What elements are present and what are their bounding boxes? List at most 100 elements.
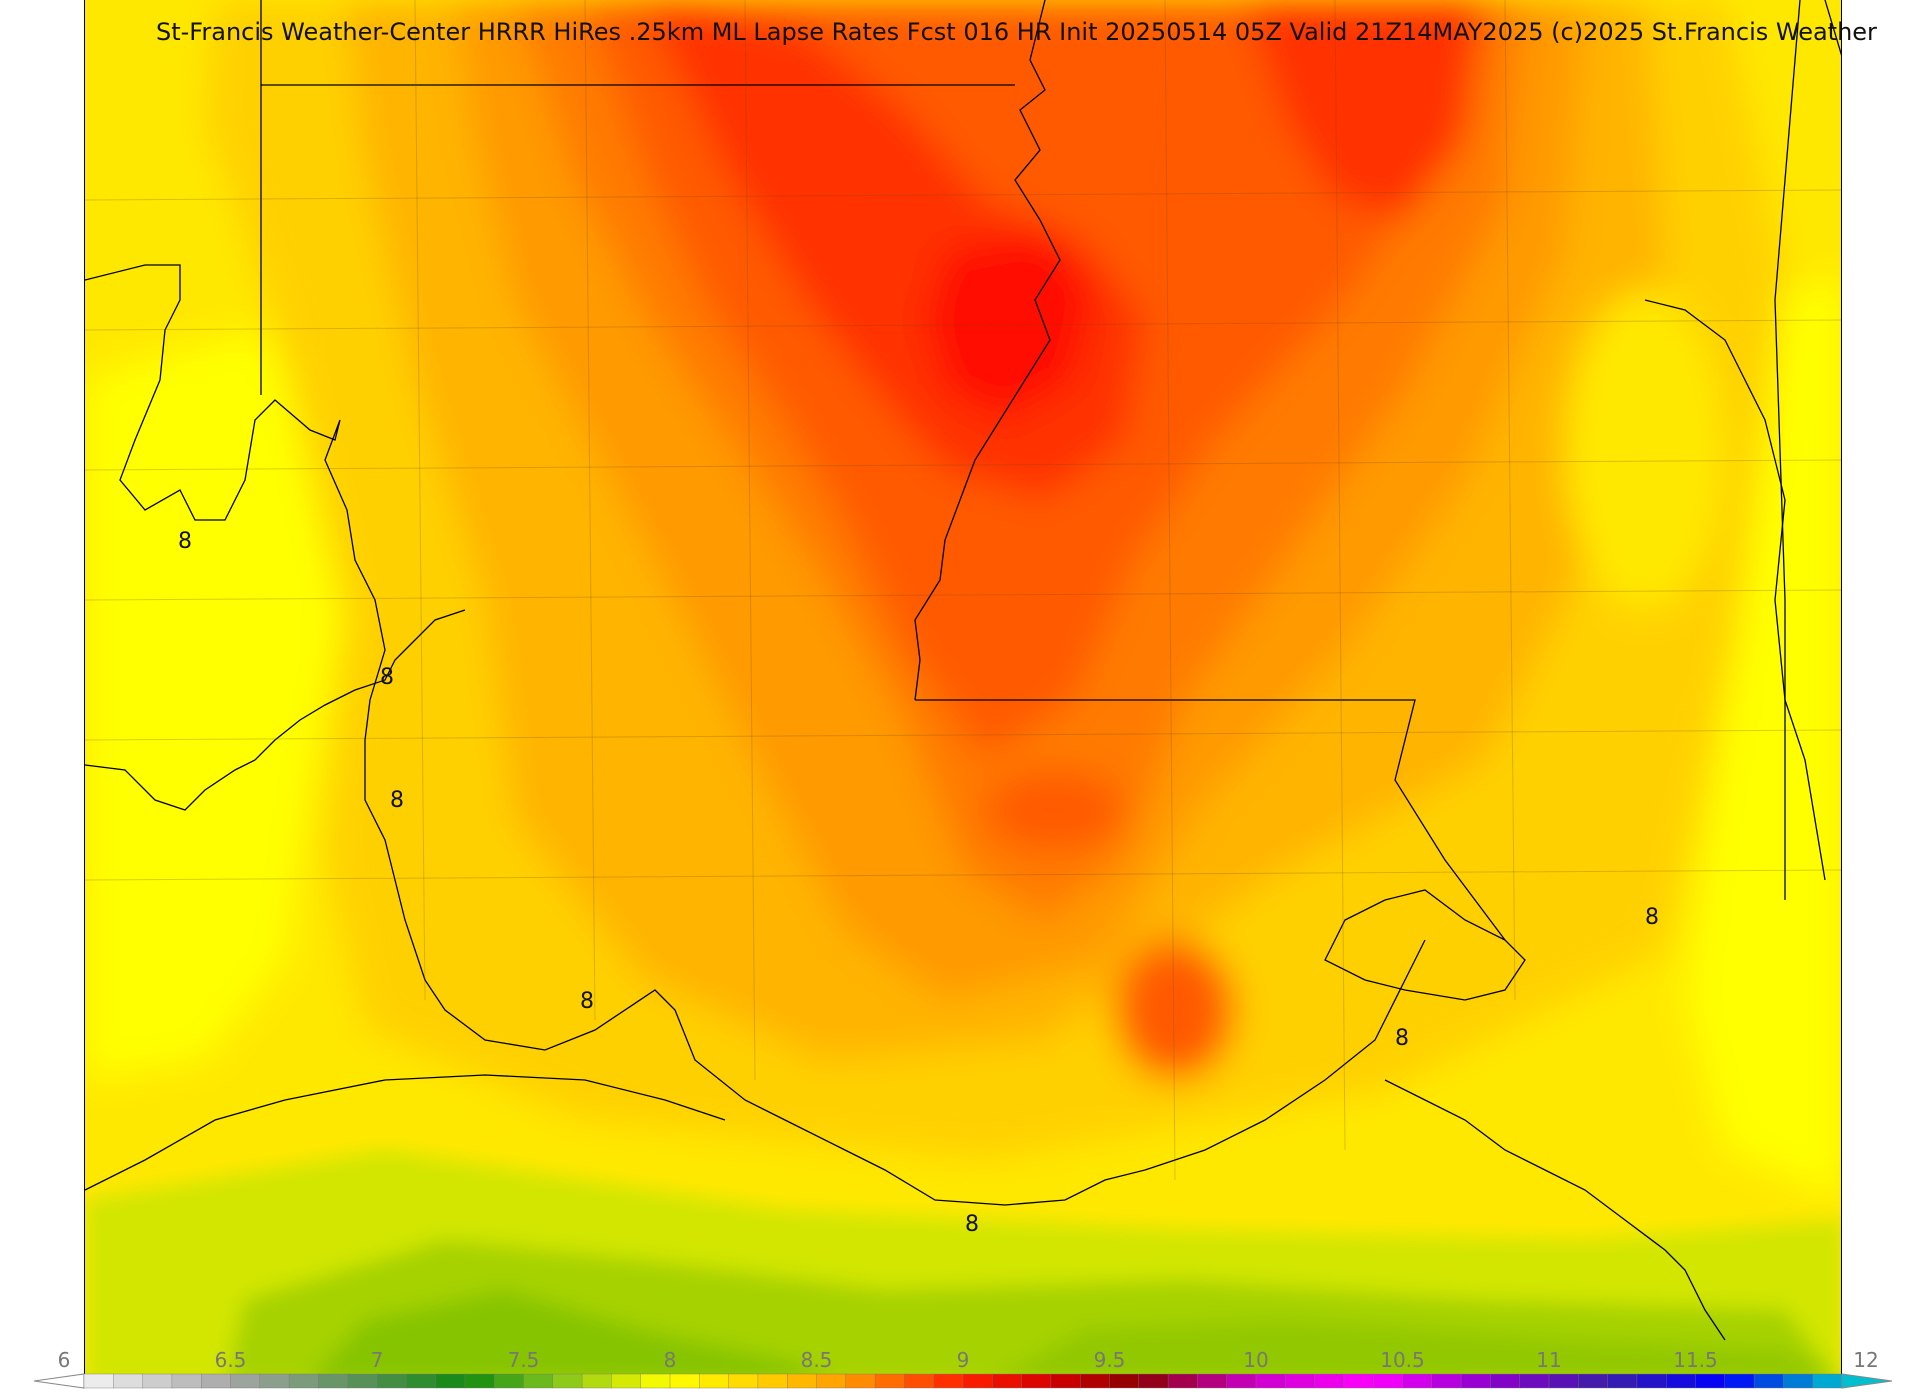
- field-blob-central: [985, 770, 1125, 850]
- gulf-field: [85, 1150, 1841, 1386]
- east-coast-contour: [1644, 299, 1826, 881]
- colorbar-swatch: [611, 1373, 642, 1389]
- colorbar-swatch: [1724, 1373, 1755, 1389]
- west-outline: [85, 264, 1426, 1206]
- colorbar-arrow-low: [33, 1373, 85, 1389]
- colorbar-swatch: [347, 1373, 378, 1389]
- colorbar-swatch: [874, 1373, 906, 1389]
- state-border-la-ms: [915, 699, 1506, 941]
- county-v6: [1504, 0, 1516, 1001]
- colorbar-swatch: [1753, 1373, 1785, 1389]
- inland-contour-west: [85, 609, 466, 811]
- colorbar-swatch: [171, 1373, 202, 1389]
- county-v1: [414, 0, 426, 1001]
- colorbar-swatch: [699, 1373, 730, 1389]
- colorbar-swatch: [259, 1373, 290, 1389]
- colorbar-swatch: [376, 1373, 407, 1389]
- colorbar-swatch: [1314, 1373, 1345, 1389]
- map-panel: 8 8 8 8 8 8 8: [84, 0, 1842, 1386]
- colorbar-tick-label: 10.5: [1380, 1348, 1425, 1372]
- colorbar-swatch: [113, 1373, 144, 1389]
- county-v3: [744, 0, 756, 1081]
- colorbar-swatch: [1460, 1373, 1492, 1389]
- county-h3: [85, 459, 1841, 471]
- colorbar-tick-label: 9: [956, 1348, 970, 1372]
- colorbar-tick-label: 10: [1243, 1348, 1269, 1372]
- field-red-northeast: [1245, 0, 1485, 220]
- colorbar-swatch: [1079, 1373, 1111, 1389]
- colorbar-swatch: [787, 1373, 818, 1389]
- colorbar-swatch: [1695, 1373, 1726, 1389]
- county-h6: [85, 869, 1841, 881]
- colorbar-swatch: [1548, 1373, 1579, 1389]
- field-deep-red-core: [925, 230, 1095, 420]
- field-gulf-dark-green-east: [985, 1320, 1841, 1386]
- colorbar-swatch: [494, 1373, 525, 1389]
- colorbar-tick-label: 6.5: [214, 1348, 247, 1372]
- colorbar: [0, 1366, 1920, 1400]
- colorbar-swatch: [1255, 1373, 1286, 1389]
- colorbar-arrow-high: [1841, 1373, 1893, 1389]
- colorbar-swatch: [1285, 1373, 1316, 1389]
- colorbar-swatch: [1372, 1373, 1404, 1389]
- lapse-rate-map: 8 8 8 8 8 8 8: [85, 0, 1841, 1386]
- colorbar-swatch: [581, 1373, 613, 1389]
- river-border: [914, 0, 1061, 701]
- colorbar-tick-label: 7: [370, 1348, 384, 1372]
- colorbar-swatch: [757, 1373, 788, 1389]
- colorbar-swatch: [406, 1373, 437, 1389]
- colorbar-swatch: [1021, 1373, 1052, 1389]
- colorbar-tick-label: 8: [663, 1348, 677, 1372]
- colorbar-swatch: [1665, 1373, 1697, 1389]
- shaded-lapse-rate-field: [85, 0, 1841, 1200]
- colorbar-swatch: [1402, 1373, 1433, 1389]
- colorbar-swatch: [640, 1373, 671, 1389]
- state-border-east: [1774, 0, 1801, 900]
- colorbar-swatch: [845, 1373, 876, 1389]
- inland-contour-south: [85, 1074, 726, 1191]
- contour-labels: 8 8 8 8 8 8 8: [178, 529, 1659, 1237]
- field-gulf-dark-green: [305, 1290, 845, 1386]
- contour-label-2: 8: [380, 665, 394, 690]
- colorbar-tick-label: 8.5: [800, 1348, 833, 1372]
- field-yellow-west: [85, 330, 345, 1080]
- colorbar-swatch: [288, 1373, 320, 1389]
- colorbar-tick-label: 9.5: [1093, 1348, 1126, 1372]
- county-v5: [1334, 0, 1346, 1151]
- county-h5: [85, 729, 1841, 741]
- map-title: St-Francis Weather-Center HRRR HiRes .25…: [156, 18, 1877, 46]
- colorbar-swatch: [1138, 1373, 1169, 1389]
- colorbar-swatch: [230, 1373, 261, 1389]
- colorbar-swatch: [1343, 1373, 1374, 1389]
- colorbar-graphic: [33, 1373, 1893, 1389]
- field-blob-south: [1115, 940, 1235, 1080]
- colorbar-swatch: [464, 1373, 495, 1389]
- contour-label-5: 8: [965, 1212, 979, 1237]
- county-v4: [1164, 0, 1176, 1181]
- colorbar-tick-label: 7.5: [507, 1348, 540, 1372]
- mid-contour: [1324, 889, 1526, 1001]
- colorbar-swatch: [1431, 1373, 1462, 1389]
- colorbar-swatch: [435, 1373, 466, 1389]
- coast-east: [1384, 1079, 1726, 1341]
- colorbar-swatch: [1783, 1373, 1814, 1389]
- ne-contour: [1824, 0, 1841, 56]
- colorbar-tick-label: 11.5: [1673, 1348, 1718, 1372]
- colorbar-swatch: [1607, 1373, 1638, 1389]
- field-gold-pocket-east: [1565, 290, 1725, 610]
- colorbar-tick-label: 6: [57, 1348, 71, 1372]
- contour-label-7: 8: [1645, 905, 1659, 930]
- colorbar-swatch: [523, 1373, 554, 1389]
- colorbar-swatch: [83, 1373, 114, 1389]
- colorbar-swatch: [200, 1373, 232, 1389]
- county-h2: [85, 319, 1841, 331]
- colorbar-swatch: [1226, 1373, 1257, 1389]
- colorbar-swatch: [552, 1373, 583, 1389]
- colorbar-swatch: [1812, 1373, 1843, 1389]
- colorbar-swatch: [904, 1373, 935, 1389]
- county-h1: [85, 189, 1841, 201]
- county-v2: [584, 0, 596, 1021]
- boundary-lines: [85, 0, 1841, 1341]
- colorbar-swatch: [1167, 1373, 1199, 1389]
- colorbar-swatch: [816, 1373, 847, 1389]
